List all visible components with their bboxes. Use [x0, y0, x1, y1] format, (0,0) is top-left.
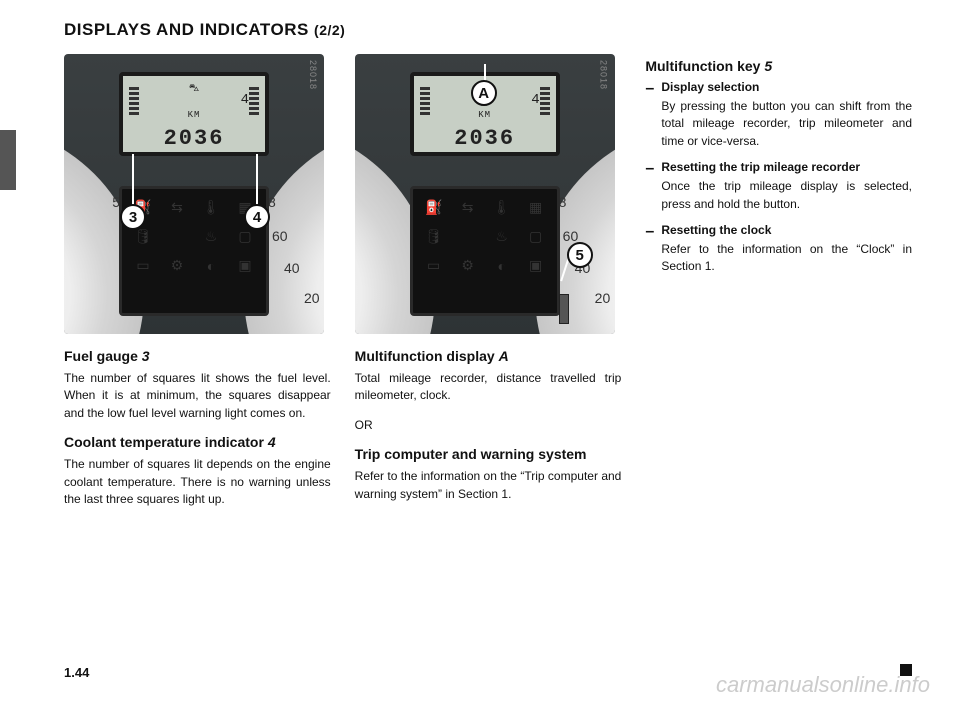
item-text: Refer to the information on the “Clock” …	[661, 241, 912, 276]
title-main: DISPLAYS AND INDICATORS	[64, 20, 314, 39]
fuel-bar-icon	[420, 85, 430, 115]
heading-trip-computer: Trip computer and warning system	[355, 446, 622, 462]
coolant-icon: ♨	[487, 224, 517, 249]
lcd-center: ⛍ 4 KM	[139, 78, 249, 122]
photo-id: 28018	[599, 60, 609, 90]
temp-icon: 🌡	[196, 195, 226, 220]
callout-3: 3	[120, 204, 146, 230]
list-item: Resetting the clock Refer to the informa…	[645, 223, 912, 276]
heading-ref: 5	[764, 58, 772, 74]
column-3: Multifunction key 5 Display selection By…	[645, 54, 912, 520]
heading-fuel-gauge: Fuel gauge 3	[64, 348, 331, 364]
callout-4: 4	[244, 204, 270, 230]
battery-icon: ▭	[128, 253, 158, 278]
hazard-icon: ⇆	[453, 195, 483, 220]
temp-bar-icon	[249, 85, 259, 115]
callout-line	[256, 154, 258, 210]
heading-coolant: Coolant temperature indicator 4	[64, 434, 331, 450]
engine-icon: ⚙	[162, 253, 192, 278]
warn-icon: ▣	[230, 253, 260, 278]
car-icon: ⛍	[189, 84, 199, 95]
item-label: Resetting the trip mileage recorder	[661, 160, 912, 174]
lcd-bars: ⛍ 4 KM	[129, 78, 259, 122]
page-number: 1.44	[64, 665, 89, 680]
dial-number: 8	[559, 194, 567, 210]
dial-number: 40	[284, 260, 300, 276]
defrost-icon: ▦	[521, 195, 551, 220]
heading-multifunction-key: Multifunction key 5	[645, 58, 912, 74]
para-mf-display: Total mileage recorder, distance travell…	[355, 370, 622, 405]
column-2: 28018 8 60 40 20 ⛍ 4 KM	[355, 54, 622, 520]
item-text: By pressing the button you can shift fro…	[661, 98, 912, 150]
figure-fuel-gauge: 28018 5 8 60 40 20 ⛍ 4 KM	[64, 54, 324, 334]
page-content: DISPLAYS AND INDICATORS (2/2) 28018 5 8 …	[0, 0, 960, 530]
column-1: 28018 5 8 60 40 20 ⛍ 4 KM	[64, 54, 331, 520]
item-label: Resetting the clock	[661, 223, 912, 237]
dial-number: 8	[268, 194, 276, 210]
fuel-icon: ⛽	[419, 195, 449, 220]
lcd-km-label: KM	[478, 110, 491, 120]
heading-text: Coolant temperature indicator	[64, 434, 268, 450]
blank-icon	[162, 224, 192, 249]
dial-number: 20	[595, 290, 611, 306]
heading-text: Multifunction key	[645, 58, 764, 74]
callout-5: 5	[567, 242, 593, 268]
lcd-odometer: 2036	[454, 126, 515, 151]
callout-a: A	[471, 80, 497, 106]
para-or: OR	[355, 417, 622, 434]
lcd-km-label: KM	[188, 110, 201, 120]
airbag-icon: ◐	[196, 253, 226, 278]
heading-ref: 4	[268, 434, 276, 450]
heading-text: Fuel gauge	[64, 348, 142, 364]
item-label: Display selection	[661, 80, 912, 94]
lcd-odometer: 2036	[164, 126, 225, 151]
figure-multifunction: 28018 8 60 40 20 ⛍ 4 KM	[355, 54, 615, 334]
temp-icon: 🌡	[487, 195, 517, 220]
callout-line	[132, 154, 134, 210]
columns: 28018 5 8 60 40 20 ⛍ 4 KM	[64, 54, 912, 520]
section-tab	[0, 130, 16, 190]
warn-icon: ▣	[521, 253, 551, 278]
reset-knob	[559, 294, 569, 324]
oil-icon: 🛢	[419, 224, 449, 249]
temp-bar-icon	[540, 85, 550, 115]
para-coolant: The number of squares lit depends on the…	[64, 456, 331, 508]
heading-text: Multifunction display	[355, 348, 499, 364]
page-title: DISPLAYS AND INDICATORS (2/2)	[64, 20, 912, 40]
warning-panel: ⛽ ⇆ 🌡 ▦ 🛢 ♨ ▢ ▭ ⚙ ◐ ▣	[410, 186, 560, 316]
warning-panel: ⛽ ⇆ 🌡 ▦ 🛢 ♨ ▢ ▭ ⚙ ◐ ▣	[119, 186, 269, 316]
door-icon: ▢	[521, 224, 551, 249]
para-fuel: The number of squares lit shows the fuel…	[64, 370, 331, 422]
item-text: Once the trip mileage display is selecte…	[661, 178, 912, 213]
battery-icon: ▭	[419, 253, 449, 278]
mf-key-list: Display selection By pressing the button…	[645, 80, 912, 276]
coolant-icon: ♨	[196, 224, 226, 249]
list-item: Resetting the trip mileage recorder Once…	[645, 160, 912, 213]
hazard-icon: ⇆	[162, 195, 192, 220]
photo-id: 28018	[308, 60, 318, 90]
airbag-icon: ◐	[487, 253, 517, 278]
heading-multifunction-display: Multifunction display A	[355, 348, 622, 364]
fuel-bar-icon	[129, 85, 139, 115]
dial-number: 20	[304, 290, 320, 306]
lcd-display: ⛍ 4 KM 2036	[119, 72, 269, 156]
para-trip: Refer to the information on the “Trip co…	[355, 468, 622, 503]
list-item: Display selection By pressing the button…	[645, 80, 912, 150]
dial-number: 60	[272, 228, 288, 244]
title-sub: (2/2)	[314, 22, 345, 38]
heading-ref: 3	[142, 348, 150, 364]
watermark: carmanualsonline.info	[716, 672, 930, 698]
heading-ref: A	[499, 348, 509, 364]
blank-icon	[453, 224, 483, 249]
engine-icon: ⚙	[453, 253, 483, 278]
